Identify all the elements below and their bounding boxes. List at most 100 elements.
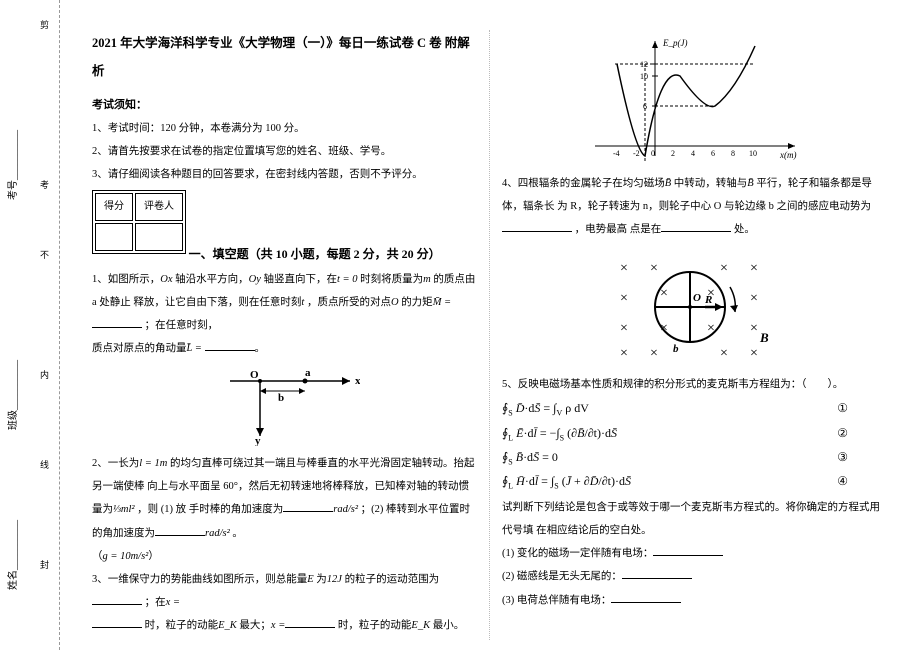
margin-char-4: 内: [38, 370, 51, 379]
svg-text:10: 10: [640, 72, 648, 81]
margin-char-2: 考: [38, 180, 51, 189]
wheel-svg: ×× ×× ×× ×× ×× ×× ×× ×× O R b B: [605, 247, 785, 367]
q1-O: O: [391, 297, 399, 308]
q3-x: x =: [166, 597, 180, 608]
q2-unit-2: rad/s²: [205, 528, 230, 539]
q4-text-f: 点是在: [630, 224, 662, 235]
section-1-title: 一、填空题（共 10 小题，每题 2 分，共 20 分）: [189, 247, 441, 261]
q4-text-d: 为 R，轮子转速为 n，则轮子中心 O 与轮边缘 b 之间的感应电动势为: [557, 201, 871, 212]
svg-text:x: x: [355, 375, 360, 387]
q2-text-d: ，则 (1) 放: [137, 504, 186, 515]
eq1-num: ①: [837, 399, 848, 418]
q2-text-e: 手时棒的角加速度为: [189, 504, 284, 515]
left-column: 2021 年大学海洋科学专业《大学物理（一）》每日一练试卷 C 卷 附解析 考试…: [80, 30, 490, 640]
maxwell-eq-1: ∮S D̄·dS̄ = ∫V ρ dV ①: [502, 399, 888, 420]
q1-text-a: 1、如图所示，: [92, 274, 160, 285]
q5-text-c: 在相应结论后的空白处。: [536, 525, 652, 536]
q1-blank-1[interactable]: [92, 316, 142, 328]
q3-E: E: [307, 574, 313, 585]
q4-B2: B̄: [747, 178, 753, 189]
exam-title: 2021 年大学海洋科学专业《大学物理（一）》每日一练试卷 C 卷 附解析: [92, 30, 477, 85]
q3-text-a: 3、一维保守力的势能曲线如图所示，则总能量: [92, 574, 307, 585]
q3-text-e: 时，粒子的动能: [145, 620, 219, 631]
maxwell-eq-4: ∮L H̄·dl̄ = ∫S (J̄ + ∂D̄/∂t)·dS̄ ④: [502, 472, 888, 493]
svg-text:x(m): x(m): [779, 150, 797, 160]
q5-e: (2) 磁感线是无头无尾的：: [502, 571, 622, 582]
score-col-2: 评卷人: [135, 193, 183, 221]
q2-unit-1: rad/s²: [333, 504, 358, 515]
eq3-num: ③: [837, 448, 848, 467]
q5-sub-1: (1) 变化的磁场一定伴随有电场：: [502, 542, 888, 565]
margin-field-xuehao: 考号__________: [4, 130, 19, 200]
q5-blank-2[interactable]: [622, 567, 692, 579]
svg-text:×: ×: [720, 346, 728, 361]
q3-text-g: 时，粒子的动能: [338, 620, 412, 631]
svg-text:b: b: [673, 343, 679, 355]
question-5: 5、反映电磁场基本性质和规律的积分形式的麦克斯韦方程组为：（ ）。: [502, 373, 888, 396]
q2-blank-1[interactable]: [283, 500, 333, 512]
margin-char-5: 线: [38, 460, 51, 469]
figure-1-svg: O a x y b: [210, 366, 360, 446]
q5-sub-3: (3) 电荷总伴随有电场：: [502, 589, 888, 612]
svg-text:O: O: [250, 369, 259, 381]
q3-text-b: 为: [316, 574, 327, 585]
q4-text-b: 中转动，转轴与: [674, 178, 748, 189]
svg-text:0: 0: [651, 149, 655, 158]
svg-text:O: O: [693, 292, 701, 304]
eq2-num: ②: [837, 424, 848, 443]
q5-blank-3[interactable]: [611, 591, 681, 603]
q2-blank-2[interactable]: [155, 524, 205, 536]
right-column: x(m) E_p(J) 12 10 6 -4 -2 0 2 4 6 8 10: [490, 30, 900, 640]
q1-t0: t = 0: [337, 274, 358, 285]
svg-text:×: ×: [620, 321, 628, 336]
q1-L: L̄ =: [187, 343, 202, 354]
score-table: 得分 评卷人: [92, 190, 186, 254]
svg-text:×: ×: [750, 346, 758, 361]
svg-text:×: ×: [650, 261, 658, 276]
q2-text-i: ）: [148, 551, 159, 562]
q5-blank-1[interactable]: [653, 544, 723, 556]
q1-text-f: 释放，让它自由下落，则在任意时刻: [133, 297, 301, 308]
q4-blank-2[interactable]: [661, 220, 731, 232]
page-content: 2021 年大学海洋科学专业《大学物理（一）》每日一练试卷 C 卷 附解析 考试…: [60, 0, 920, 650]
question-2: 2、一长为l = 1m 的均匀直棒可绕过其一端且与棒垂直的水平光滑固定轴转动。抬…: [92, 452, 477, 567]
score-col-1: 得分: [95, 193, 133, 221]
q3-12J: 12J: [327, 574, 342, 585]
margin-char-3: 不: [38, 250, 51, 259]
binding-margin: 剪 考号__________ 考 不 班级__________ 内 线 姓名__…: [0, 0, 60, 650]
q5-d: (1) 变化的磁场一定伴随有电场：: [502, 548, 653, 559]
q4-B1: B̄: [665, 178, 671, 189]
q1-m: m: [423, 274, 431, 285]
q3-blank-3[interactable]: [285, 616, 335, 628]
maxwell-eq-2: ∮L Ē·dl̄ = −∫S (∂B̄/∂t)·dS̄ ②: [502, 424, 888, 445]
q3-Ek2: E_K: [411, 620, 430, 631]
svg-text:×: ×: [720, 261, 728, 276]
q1-blank-2[interactable]: [205, 339, 255, 351]
figure-energy-graph: x(m) E_p(J) 12 10 6 -4 -2 0 2 4 6 8 10: [502, 36, 888, 166]
svg-text:×: ×: [650, 346, 658, 361]
q2-text-h: （: [92, 551, 103, 562]
q1-text-b: 轴沿水平方向，: [175, 274, 249, 285]
q3-x2: x =: [271, 620, 285, 631]
svg-text:×: ×: [620, 291, 628, 306]
svg-text:×: ×: [750, 291, 758, 306]
q3-text-c: 的粒子的运动范围为: [345, 574, 440, 585]
q2-text-g: 。: [232, 528, 243, 539]
q1-oy: Oy: [249, 274, 261, 285]
q1-ox: Ox: [160, 274, 172, 285]
svg-text:×: ×: [620, 346, 628, 361]
figure-1: O a x y b: [92, 366, 477, 446]
svg-text:R: R: [704, 294, 712, 306]
q3-text-d: ；在: [145, 597, 166, 608]
q3-blank-1[interactable]: [92, 593, 142, 605]
eq4-num: ④: [837, 472, 848, 491]
q4-text-e: ，电势最高: [575, 224, 628, 235]
q5-text-a: 5、反映电磁场基本性质和规律的积分形式的麦克斯韦方程组为：（ ）。: [502, 379, 843, 390]
q5-instructions: 试判断下列结论是包含于或等效于哪一个麦克斯韦方程式的。将你确定的方程式用代号填 …: [502, 496, 888, 542]
q3-blank-2[interactable]: [92, 616, 142, 628]
q1-text-j: 质点对原点的角动量: [92, 343, 187, 354]
q1-text-d: 时刻将质量为: [360, 274, 423, 285]
q4-blank-1[interactable]: [502, 220, 572, 232]
q1-text-c: 轴竖直向下，在: [264, 274, 338, 285]
svg-text:×: ×: [750, 321, 758, 336]
